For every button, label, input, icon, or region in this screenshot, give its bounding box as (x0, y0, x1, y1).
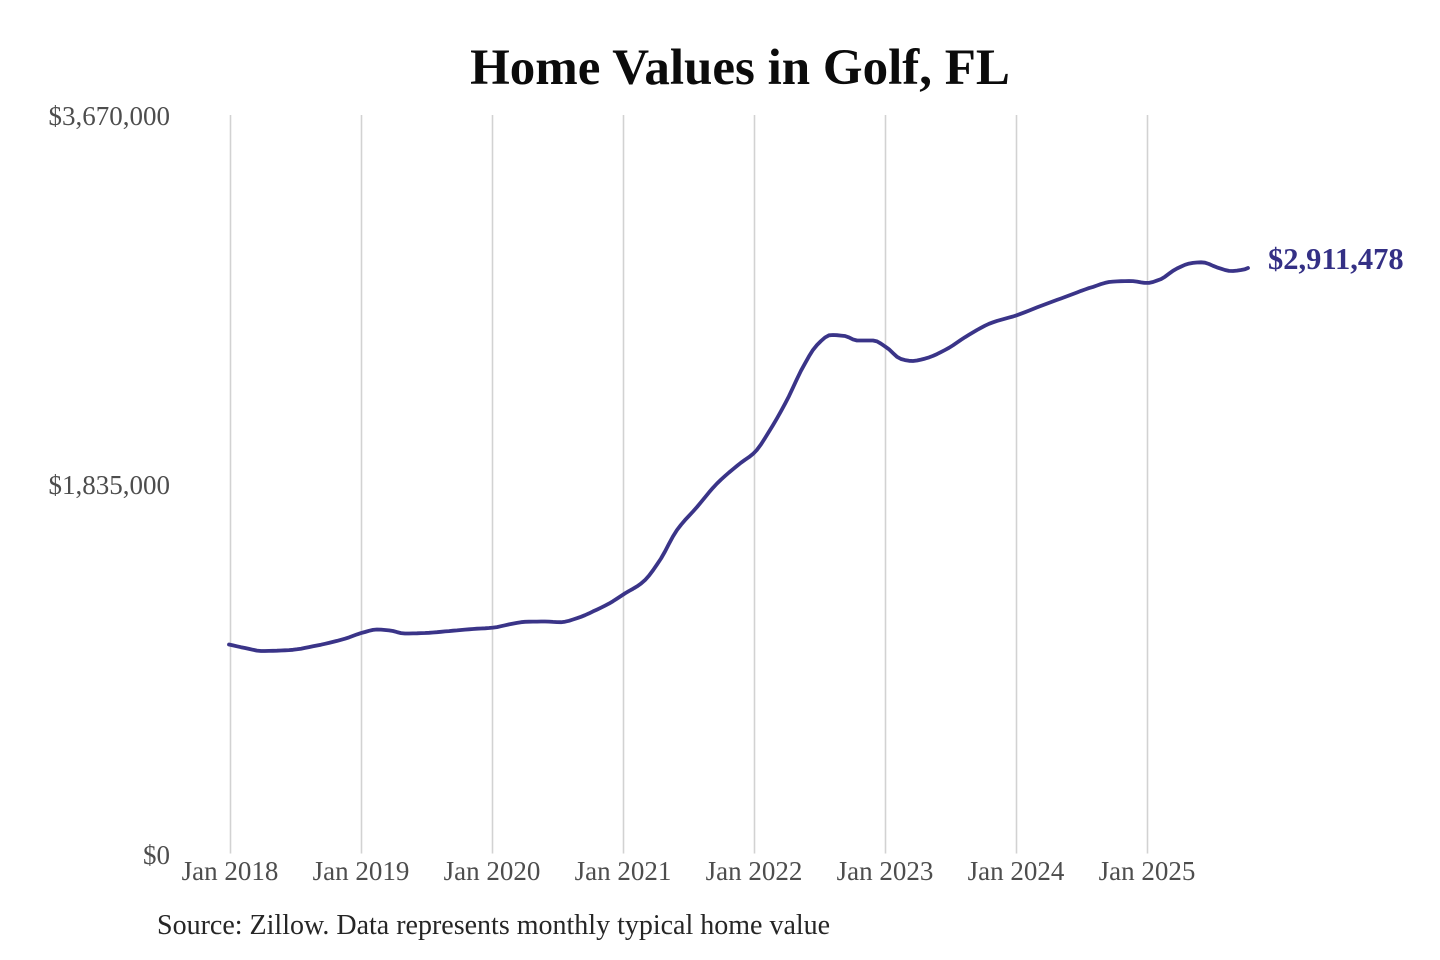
svg-text:Jan 2022: Jan 2022 (706, 856, 803, 886)
svg-text:Source: Zillow. Data represent: Source: Zillow. Data represents monthly … (157, 910, 830, 941)
svg-text:$0: $0 (143, 840, 170, 870)
svg-text:Jan 2025: Jan 2025 (1099, 856, 1196, 886)
svg-text:Jan 2023: Jan 2023 (837, 856, 934, 886)
svg-text:$3,670,000: $3,670,000 (49, 101, 171, 131)
svg-text:Jan 2021: Jan 2021 (575, 856, 672, 886)
svg-text:Jan 2020: Jan 2020 (444, 856, 541, 886)
svg-text:Home Values in Golf, FL: Home Values in Golf, FL (470, 40, 1010, 96)
svg-text:Jan 2018: Jan 2018 (182, 856, 279, 886)
svg-text:$1,835,000: $1,835,000 (49, 470, 171, 500)
svg-text:Jan 2024: Jan 2024 (968, 856, 1065, 886)
svg-text:$2,911,478: $2,911,478 (1268, 242, 1404, 276)
svg-text:Jan 2019: Jan 2019 (313, 856, 410, 886)
